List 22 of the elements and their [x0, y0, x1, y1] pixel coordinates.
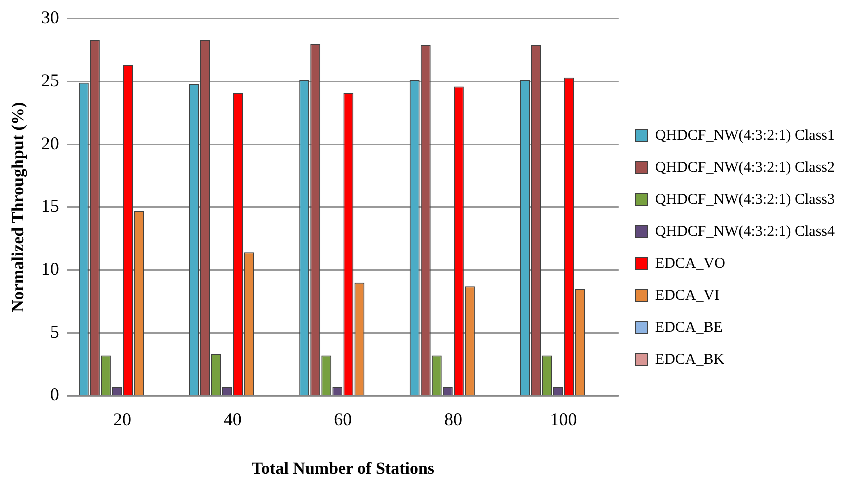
y-tick-label: 20: [41, 133, 60, 154]
y-axis-title: Normalized Throughput (%): [8, 102, 28, 312]
x-tick-label: 80: [444, 410, 462, 430]
y-tick-label: 25: [41, 70, 60, 90]
x-tick-label: 60: [334, 410, 352, 430]
legend-label: EDCA_VO: [655, 256, 726, 272]
legend-label: QHDCF_NW(4:3:2:1) Class4: [655, 224, 836, 240]
x-tick-label: 40: [224, 410, 242, 430]
legend-label: EDCA_BK: [655, 352, 725, 368]
y-tick-label: 10: [41, 259, 60, 279]
legend-label: EDCA_VI: [655, 288, 720, 304]
y-tick-label: 0: [50, 384, 60, 405]
y-tick-label: 15: [41, 196, 60, 216]
legend-label: QHDCF_NW(4:3:2:1) Class2: [655, 160, 836, 176]
legend-label: QHDCF_NW(4:3:2:1) Class1: [655, 128, 836, 144]
x-axis-title: Total Number of Stations: [252, 459, 435, 478]
y-tick-label: 5: [50, 322, 60, 342]
legend-label: EDCA_BE: [655, 320, 723, 336]
y-tick-label: 30: [41, 8, 60, 28]
x-tick-label: 20: [114, 410, 132, 430]
legend-label: QHDCF_NW(4:3:2:1) Class3: [655, 192, 836, 208]
x-tick-label: 100: [550, 410, 578, 430]
